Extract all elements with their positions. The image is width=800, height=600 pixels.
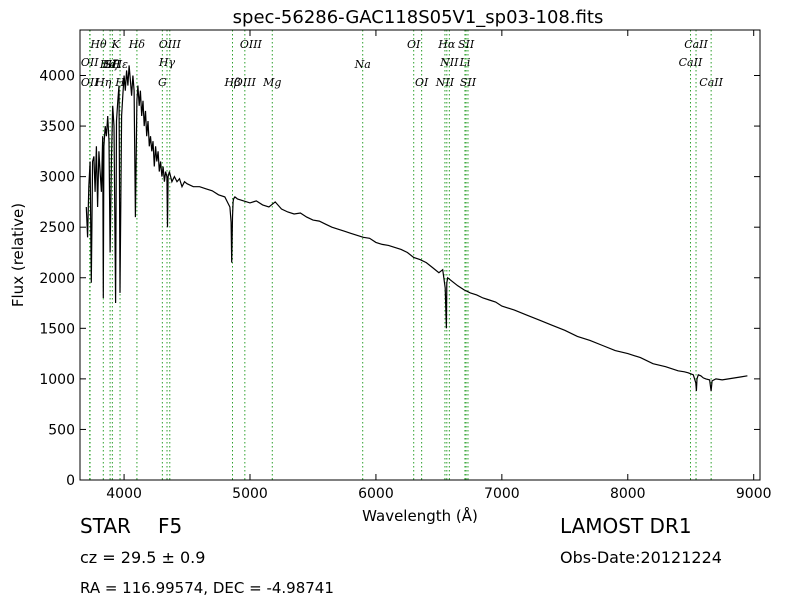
spectral-line-label: NII xyxy=(439,56,459,69)
spectral-line-label: SII xyxy=(460,76,477,89)
y-tick-label: 0 xyxy=(66,473,75,489)
x-tick-label: 7000 xyxy=(484,486,520,502)
spectral-line-label: OIII xyxy=(240,38,263,51)
y-tick-label: 500 xyxy=(48,422,75,438)
spectral-line-label: CaII xyxy=(684,38,708,51)
spectral-line-label: H xyxy=(114,76,125,89)
survey-name: LAMOST DR1 xyxy=(560,514,692,538)
spectral-line-label: Hδ xyxy=(128,38,146,51)
spectral-line-label: Hγ xyxy=(158,56,176,69)
spectral-line-label: OI xyxy=(415,76,429,89)
object-class: STAR xyxy=(80,514,131,538)
y-tick-label: 2000 xyxy=(39,271,75,287)
spectral-line-label: HeI xyxy=(99,58,121,71)
spectral-line-label: OI xyxy=(407,38,421,51)
y-axis-label: Flux (relative) xyxy=(9,203,27,307)
spectrum-series-line xyxy=(85,65,748,392)
spectral-line-label: Hα xyxy=(437,38,456,51)
x-tick-label: 4000 xyxy=(106,486,142,502)
spectral-line-label: Hβ xyxy=(224,76,241,89)
spectral-line-label: NII xyxy=(435,76,455,89)
y-tick-label: 2500 xyxy=(39,220,75,236)
x-tick-label: 9000 xyxy=(736,486,772,502)
spectral-line-label: Hζ xyxy=(101,58,119,71)
y-tick-label: 4000 xyxy=(39,69,75,85)
spectral-line-label: G xyxy=(158,76,167,89)
spectral-line-label: Hη xyxy=(94,76,112,89)
y-tick-label: 1500 xyxy=(39,321,75,337)
spectral-line-label: K xyxy=(111,38,121,51)
spectral-line-label: OIII xyxy=(234,76,257,89)
chart-title: spec-56286-GAC118S05V1_sp03-108.fits xyxy=(233,7,604,28)
x-tick-label: 6000 xyxy=(358,486,394,502)
spectral-line-label: OII xyxy=(81,76,99,89)
object-subclass: F5 xyxy=(158,514,183,538)
spectral-line-label: Hε xyxy=(112,58,129,71)
spectral-line-label: Hθ xyxy=(89,38,107,51)
spectral-line-markers xyxy=(89,30,712,480)
spectral-line-label: OII xyxy=(81,56,99,69)
spectral-line-label: SII xyxy=(458,38,475,51)
spectral-line-label: SII xyxy=(104,58,121,71)
x-axis-label: Wavelength (Å) xyxy=(362,506,478,525)
spectral-line-label: Mg xyxy=(262,76,281,89)
spectral-line-label: CaII xyxy=(679,56,703,69)
redshift-value: cz = 29.5 ± 0.9 xyxy=(80,548,206,567)
x-tick-label: 8000 xyxy=(610,486,646,502)
spectral-line-label: Na xyxy=(354,58,371,71)
spectral-line-label: CaII xyxy=(699,76,723,89)
y-axis: 0 500 1000 1500 2000 2500 3000 3500 4000 xyxy=(39,69,760,489)
spectral-line-label: Li xyxy=(459,56,471,69)
spectral-line-label: OIII xyxy=(159,38,182,51)
plot-frame xyxy=(79,29,761,481)
x-tick-label: 5000 xyxy=(232,486,268,502)
y-tick-label: 3000 xyxy=(39,170,75,186)
y-tick-label: 3500 xyxy=(39,119,75,135)
x-axis: 4000 5000 6000 7000 8000 9000 xyxy=(106,30,772,502)
y-tick-label: 1000 xyxy=(39,372,75,388)
coordinates: RA = 116.99574, DEC = -4.98741 xyxy=(80,579,334,597)
observation-date: Obs-Date:20121224 xyxy=(560,548,722,567)
